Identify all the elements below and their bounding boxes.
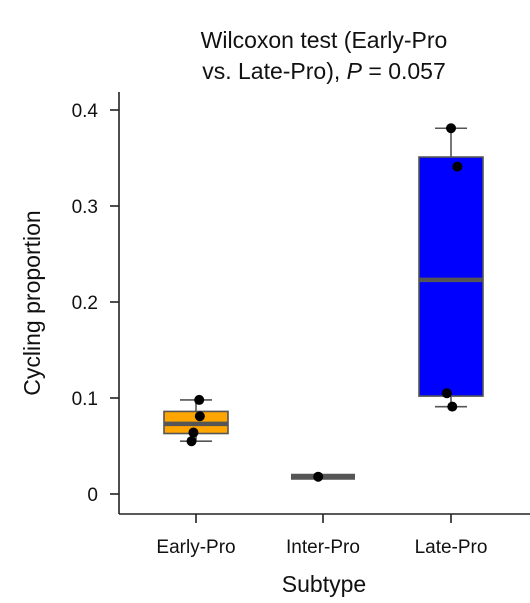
x-axis-label: Subtype <box>282 571 366 597</box>
data-point <box>447 401 458 412</box>
y-tick-label: 0.4 <box>72 101 99 122</box>
data-point <box>441 388 452 399</box>
data-point <box>194 411 205 422</box>
box-group-inter-pro <box>291 471 355 482</box>
data-point <box>194 394 205 405</box>
chart-title-prefix: vs. Late-Pro), <box>202 58 346 84</box>
data-point <box>452 161 463 172</box>
y-axis-label: Cycling proportion <box>19 210 45 395</box>
y-tick-label: 0.2 <box>72 293 98 314</box>
y-tick-label: 0 <box>87 485 98 506</box>
y-tick-label: 0.1 <box>72 389 98 410</box>
x-tick-label: Inter-Pro <box>286 537 360 558</box>
x-tick-label: Early-Pro <box>156 537 235 558</box>
box-group-early-pro <box>163 394 229 447</box>
y-tick-label: 0.3 <box>72 197 98 218</box>
data-point <box>188 427 199 438</box>
plot-area: 0 0.1 0.2 0.3 0.4 Early-Pro Inter-Pro Late-Pro <box>72 92 530 558</box>
chart-title-line-2: vs. Late-Pro), P = 0.057 <box>202 58 446 84</box>
data-point <box>186 436 197 447</box>
chart-title-line-1: Wilcoxon test (Early-Pro <box>201 27 448 53</box>
data-point <box>313 471 324 482</box>
x-tick-label: Late-Pro <box>415 537 488 558</box>
chart-title-p-value: = 0.057 <box>362 58 446 84</box>
chart-title-p-symbol: P <box>347 58 363 84</box>
box-iqr <box>418 156 484 397</box>
box-group-late-pro <box>418 123 484 412</box>
data-point <box>446 123 456 134</box>
